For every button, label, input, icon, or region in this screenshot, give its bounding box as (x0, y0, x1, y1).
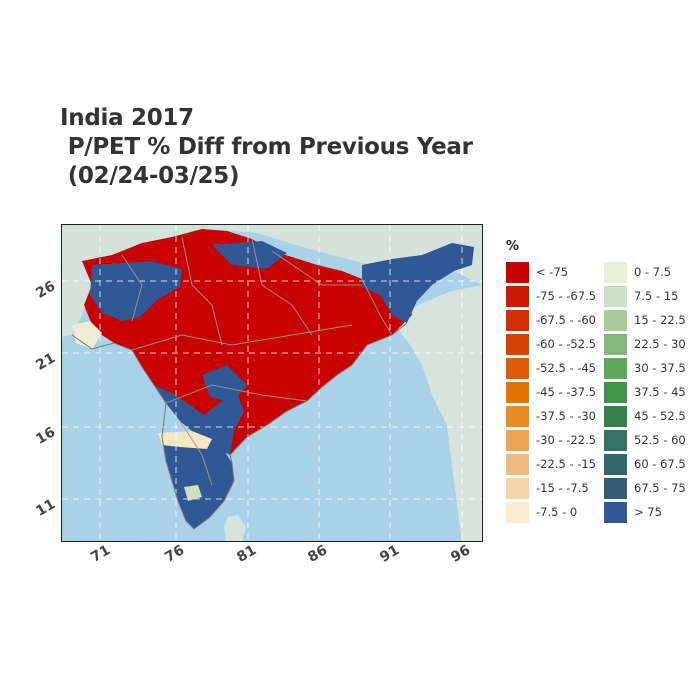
legend-swatch (604, 333, 627, 355)
legend-item: -37.5 - -30 (506, 404, 596, 428)
title-line-2: P/PET % Diff from Previous Year (60, 134, 473, 160)
legend-item: -30 - -22.5 (506, 428, 596, 452)
legend-item: 45 - 52.5 (604, 404, 686, 428)
sri-lanka (224, 515, 246, 541)
legend-left-column: < -75 -75 - -67.5 -67.5 - -60 -60 - -52.5 -5… (506, 260, 596, 524)
legend-label: 37.5 - 45 (634, 385, 686, 399)
y-tick-label: 11 (33, 496, 59, 520)
legend-right-column: 0 - 7.5 7.5 - 15 15 - 22.5 22.5 - 30 30 - 37… (604, 260, 686, 524)
legend-item: -52.5 - -45 (506, 356, 596, 380)
south-light-band (158, 431, 212, 449)
legend-swatch (506, 429, 529, 451)
legend-swatch (604, 285, 627, 307)
legend-swatch (506, 357, 529, 379)
legend-swatch (604, 405, 627, 427)
legend-item: -67.5 - -60 (506, 308, 596, 332)
legend-item: < -75 (506, 260, 596, 284)
legend-item: 7.5 - 15 (604, 284, 686, 308)
north-blue-patch (212, 241, 287, 269)
central-blue-patch (202, 365, 247, 403)
legend-swatch (604, 501, 627, 523)
legend-label: 30 - 37.5 (634, 361, 686, 375)
myanmar-land (392, 285, 482, 541)
legend-label: 67.5 - 75 (634, 481, 686, 495)
legend-label: 60 - 67.5 (634, 457, 686, 471)
state-borders (121, 236, 393, 486)
legend-label: -37.5 - -30 (536, 409, 596, 423)
legend-label: -75 - -67.5 (536, 289, 596, 303)
legend-swatch (506, 501, 529, 523)
legend-item: 30 - 37.5 (604, 356, 686, 380)
legend-swatch (506, 477, 529, 499)
western-land (62, 261, 92, 337)
legend-item: -7.5 - 0 (506, 500, 596, 524)
map-svg (62, 225, 482, 541)
x-tick-label: 96 (448, 542, 474, 566)
west-wet-patches (90, 261, 182, 321)
legend-swatch (604, 309, 627, 331)
legend-label: -52.5 - -45 (536, 361, 596, 375)
legend-swatch (506, 333, 529, 355)
map-panel (61, 224, 483, 542)
legend-swatch (604, 261, 627, 283)
northern-terrain (62, 225, 482, 285)
x-tick-label: 86 (305, 542, 331, 566)
legend-item: 67.5 - 75 (604, 476, 686, 500)
legend-swatch (506, 285, 529, 307)
y-tick-label: 21 (33, 350, 59, 374)
legend-label: < -75 (536, 265, 569, 279)
legend-swatch (604, 357, 627, 379)
legend-swatch (506, 381, 529, 403)
legend-item: -45 - -37.5 (506, 380, 596, 404)
legend-swatch (604, 381, 627, 403)
title-line-3: (02/24-03/25) (60, 163, 240, 189)
x-tick-label: 81 (234, 542, 260, 566)
x-tick-label: 76 (162, 542, 188, 566)
legend-item: 15 - 22.5 (604, 308, 686, 332)
map-title: India 2017 P/PET % Diff from Previous Ye… (60, 104, 473, 191)
legend-label: -7.5 - 0 (536, 505, 578, 519)
legend-label: -22.5 - -15 (536, 457, 596, 471)
legend-item: -15 - -7.5 (506, 476, 596, 500)
legend-item: 0 - 7.5 (604, 260, 686, 284)
legend-swatch (506, 405, 529, 427)
legend-swatch (506, 309, 529, 331)
coastline (71, 322, 408, 530)
legend-label: 45 - 52.5 (634, 409, 686, 423)
legend-label: 52.5 - 60 (634, 433, 686, 447)
legend-label: 0 - 7.5 (634, 265, 672, 279)
title-line-1: India 2017 (60, 105, 194, 131)
south-green-speck (184, 485, 202, 501)
legend-swatch (604, 453, 627, 475)
y-tick-label: 26 (33, 278, 59, 302)
legend-title: % (506, 239, 520, 254)
legend-item: 60 - 67.5 (604, 452, 686, 476)
legend-label: -67.5 - -60 (536, 313, 596, 327)
legend-label: 22.5 - 30 (634, 337, 686, 351)
legend-swatch (506, 261, 529, 283)
legend-label: -45 - -37.5 (536, 385, 596, 399)
legend-label: -15 - -7.5 (536, 481, 589, 495)
legend-label: 7.5 - 15 (634, 289, 679, 303)
legend-item: -75 - -67.5 (506, 284, 596, 308)
y-tick-label: 16 (33, 424, 59, 448)
legend-label: > 75 (634, 505, 662, 519)
legend-item: -60 - -52.5 (506, 332, 596, 356)
legend-label: -60 - -52.5 (536, 337, 596, 351)
legend-swatch (506, 453, 529, 475)
graticule (62, 225, 482, 541)
x-tick-label: 71 (88, 542, 114, 566)
legend-swatch (604, 477, 627, 499)
legend-label: -30 - -22.5 (536, 433, 596, 447)
legend-swatch (604, 429, 627, 451)
gujarat-light (72, 321, 102, 349)
legend-item: 52.5 - 60 (604, 428, 686, 452)
legend-label: 15 - 22.5 (634, 313, 686, 327)
legend-item: > 75 (604, 500, 686, 524)
x-tick-label: 91 (377, 542, 403, 566)
legend-item: 37.5 - 45 (604, 380, 686, 404)
legend-item: 22.5 - 30 (604, 332, 686, 356)
legend-item: -22.5 - -15 (506, 452, 596, 476)
